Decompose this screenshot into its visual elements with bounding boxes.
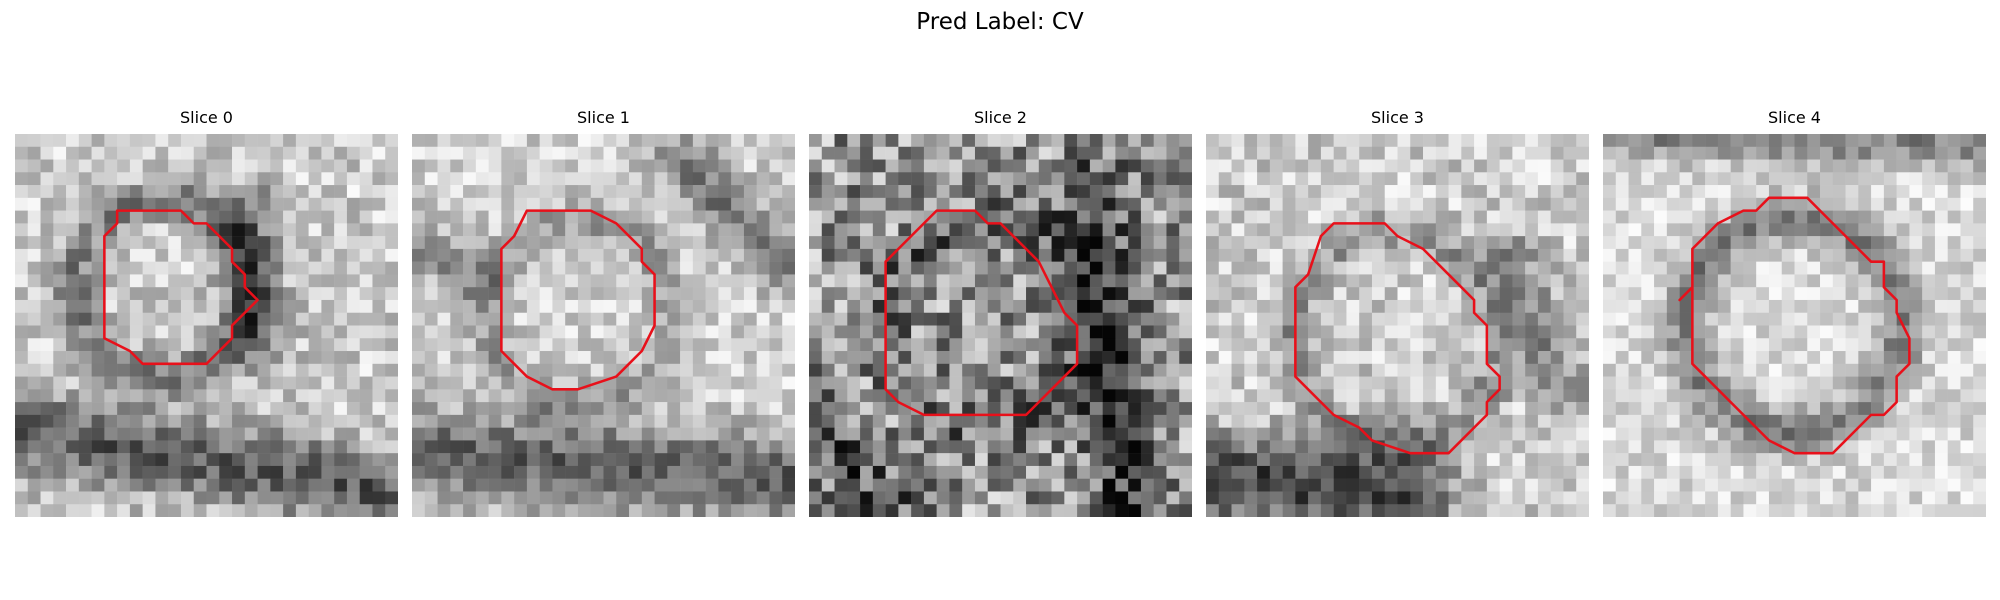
- slice-title: Slice 4: [1768, 108, 1821, 127]
- segmentation-contour: [103, 209, 259, 366]
- segmentation-contour: [1294, 222, 1501, 455]
- slice-pixels: [809, 134, 1192, 517]
- slice-image: [1603, 134, 1986, 517]
- slice-pixels: [1603, 134, 1986, 517]
- slice-pixels: [1206, 134, 1589, 517]
- slice-image: [412, 134, 795, 517]
- slice-pixels: [412, 134, 795, 517]
- slice-title: Slice 1: [577, 108, 630, 127]
- figure-title: Pred Label: CV: [916, 9, 1084, 35]
- segmentation-contour: [884, 209, 1079, 417]
- slice-title: Slice 0: [180, 108, 233, 127]
- segmentation-contour: [1678, 196, 1911, 455]
- slice-title: Slice 3: [1371, 108, 1424, 127]
- slice-image: [15, 134, 398, 517]
- slice-pixels: [15, 134, 398, 517]
- segmentation-contour: [500, 209, 656, 391]
- slice-image: [809, 134, 1192, 517]
- slice-image: [1206, 134, 1589, 517]
- slice-title: Slice 2: [974, 108, 1027, 127]
